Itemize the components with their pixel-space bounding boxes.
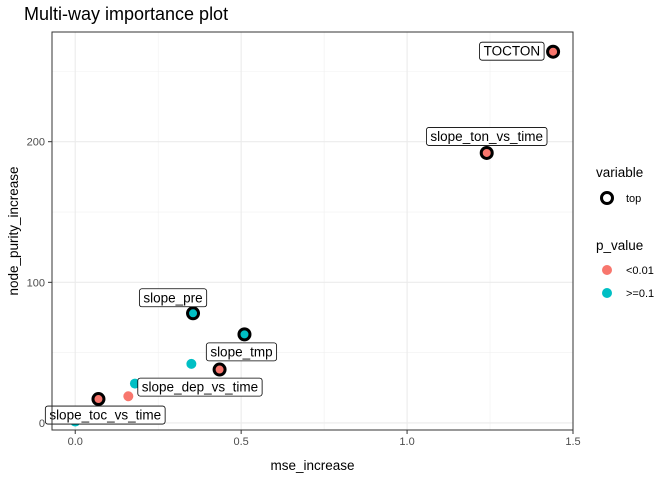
point-label-text: slope_pre bbox=[143, 290, 202, 305]
data-point-top bbox=[186, 306, 201, 321]
point-label: slope_tmp bbox=[205, 342, 278, 362]
legend-title-p-value: p_value bbox=[596, 238, 643, 253]
point-label-box bbox=[138, 288, 208, 308]
legend-key-lt-001 bbox=[602, 265, 612, 275]
point-label: slope_ton_vs_time bbox=[426, 127, 548, 146]
plot-border bbox=[51, 31, 574, 431]
plot-panel bbox=[52, 32, 573, 430]
x-tick-label: 1.0 bbox=[399, 436, 414, 448]
data-point-top bbox=[212, 362, 227, 377]
x-tick-label: 0.0 bbox=[68, 436, 83, 448]
point-label-box bbox=[44, 405, 166, 425]
point-label-text: slope_tmp bbox=[210, 344, 272, 359]
legend-label-top: top bbox=[626, 193, 641, 205]
y-tick-label: 100 bbox=[27, 277, 45, 289]
point-label-box bbox=[137, 377, 263, 397]
data-point-top bbox=[237, 327, 252, 342]
point-label: slope_toc_vs_time bbox=[44, 405, 166, 425]
legend-title-variable: variable bbox=[596, 165, 643, 180]
y-tick-label: 0 bbox=[39, 418, 45, 430]
chart-title: Multi-way importance plot bbox=[24, 4, 229, 24]
legend-key-ge-01 bbox=[602, 288, 612, 298]
data-point-top bbox=[91, 392, 106, 407]
point-label-text: slope_ton_vs_time bbox=[430, 129, 543, 144]
point-label: slope_pre bbox=[138, 288, 208, 308]
y-tick-label: 200 bbox=[27, 137, 45, 149]
point-label-box bbox=[205, 342, 278, 362]
axes: 0.0 0.5 1.0 1.5 0 100 200 bbox=[27, 137, 581, 448]
x-tick-label: 1.5 bbox=[565, 436, 580, 448]
legend-key-top bbox=[600, 191, 614, 205]
data-point bbox=[186, 358, 197, 369]
legend: variable top p_value <0.01 >=0.1 bbox=[596, 165, 654, 300]
legend-label-lt-001: <0.01 bbox=[626, 265, 654, 277]
x-tick-label: 0.5 bbox=[234, 436, 249, 448]
point-label: slope_dep_vs_time bbox=[137, 377, 263, 397]
data-point-top bbox=[546, 44, 561, 59]
legend-label-ge-01: >=0.1 bbox=[626, 288, 654, 300]
data-point bbox=[123, 391, 134, 402]
data-point-top bbox=[479, 145, 494, 160]
point-label-box bbox=[479, 41, 545, 61]
point-label-box bbox=[426, 127, 548, 146]
point-labels: TOCTON slope_ton_vs_time slope_pre slope_tm… bbox=[44, 41, 548, 425]
point-label-text: TOCTON bbox=[484, 44, 541, 59]
point-label-text: slope_toc_vs_time bbox=[49, 408, 161, 423]
point-label: TOCTON bbox=[479, 41, 545, 61]
y-axis-title: node_purity_increase bbox=[6, 166, 21, 295]
x-axis-title: mse_increase bbox=[270, 458, 354, 473]
point-label-text: slope_dep_vs_time bbox=[142, 380, 258, 395]
